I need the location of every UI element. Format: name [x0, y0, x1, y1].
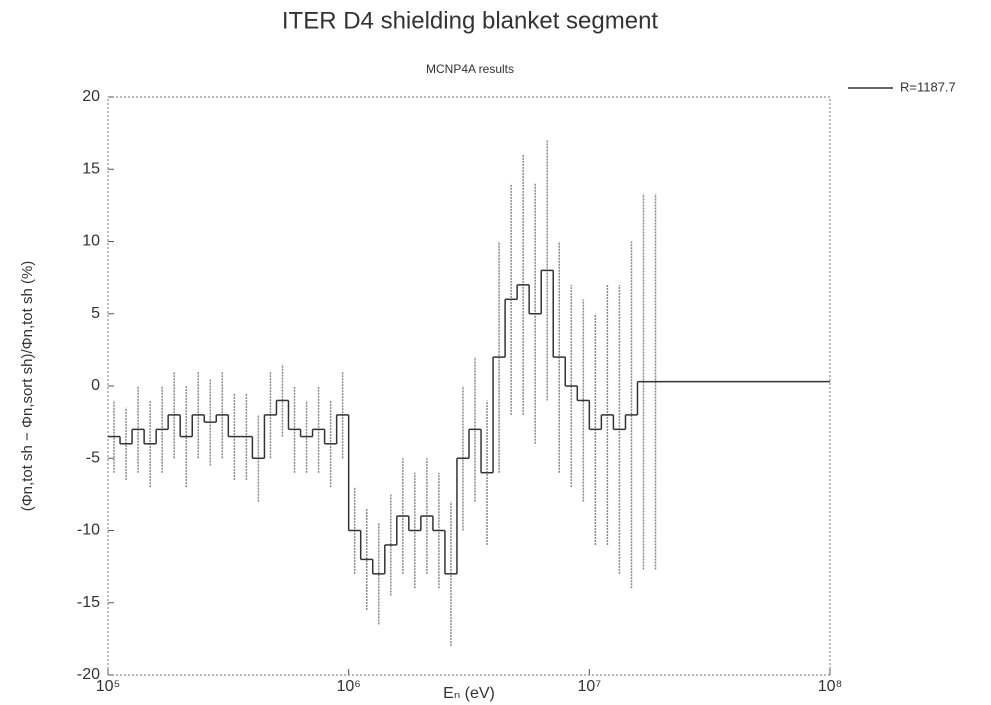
- legend-label: R=1187.7: [900, 79, 956, 94]
- y-tick-label: -20: [77, 666, 100, 683]
- x-tick-label: 10⁸: [818, 678, 843, 695]
- x-tick-label: 10⁵: [96, 678, 120, 695]
- y-tick-label: 15: [82, 160, 100, 177]
- x-axis-label: Eₙ (eV): [443, 685, 495, 702]
- y-tick-label: 10: [82, 233, 100, 250]
- chart-title: ITER D4 shielding blanket segment: [282, 7, 659, 34]
- y-tick-label: -15: [77, 594, 100, 611]
- y-tick-label: 20: [82, 88, 100, 105]
- plot-frame: [107, 96, 831, 676]
- y-tick-label: -5: [86, 449, 100, 466]
- chart-subtitle: MCNP4A results: [426, 62, 514, 76]
- y-axis-label: (Φn,tot sh − Φn,sort sh)/Φn,tot sh (%): [19, 261, 36, 512]
- y-tick-label: 0: [91, 377, 100, 394]
- x-tick-label: 10⁶: [336, 678, 360, 695]
- y-tick-label: 5: [91, 305, 100, 322]
- y-tick-label: -10: [77, 522, 100, 539]
- x-tick-label: 10⁷: [578, 678, 602, 695]
